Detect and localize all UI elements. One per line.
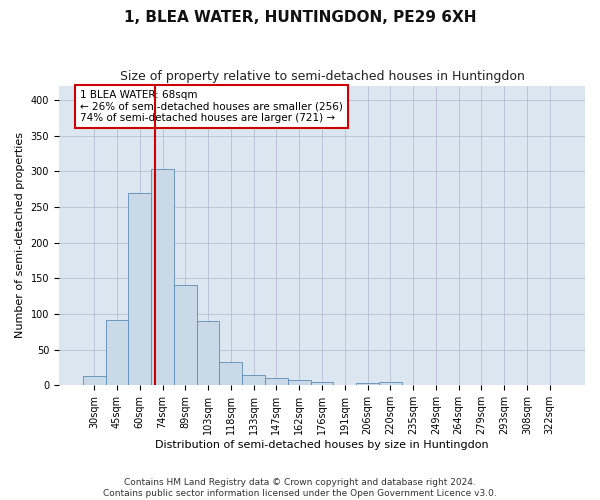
Bar [356, 383, 379, 386]
Bar [242, 374, 265, 386]
Y-axis label: Number of semi-detached properties: Number of semi-detached properties [15, 132, 25, 338]
Title: Size of property relative to semi-detached houses in Huntingdon: Size of property relative to semi-detach… [119, 70, 524, 83]
Text: 1 BLEA WATER: 68sqm
← 26% of semi-detached houses are smaller (256)
74% of semi-: 1 BLEA WATER: 68sqm ← 26% of semi-detach… [80, 90, 343, 124]
Bar [128, 192, 151, 386]
Bar [106, 320, 128, 386]
Bar [220, 362, 242, 386]
Bar [379, 382, 401, 386]
Bar [197, 321, 220, 386]
Text: Contains HM Land Registry data © Crown copyright and database right 2024.
Contai: Contains HM Land Registry data © Crown c… [103, 478, 497, 498]
Text: 1, BLEA WATER, HUNTINGDON, PE29 6XH: 1, BLEA WATER, HUNTINGDON, PE29 6XH [124, 10, 476, 25]
Bar [151, 169, 174, 386]
Bar [311, 382, 334, 386]
Bar [265, 378, 288, 386]
Bar [174, 284, 197, 386]
X-axis label: Distribution of semi-detached houses by size in Huntingdon: Distribution of semi-detached houses by … [155, 440, 489, 450]
Bar [288, 380, 311, 386]
Bar [83, 376, 106, 386]
